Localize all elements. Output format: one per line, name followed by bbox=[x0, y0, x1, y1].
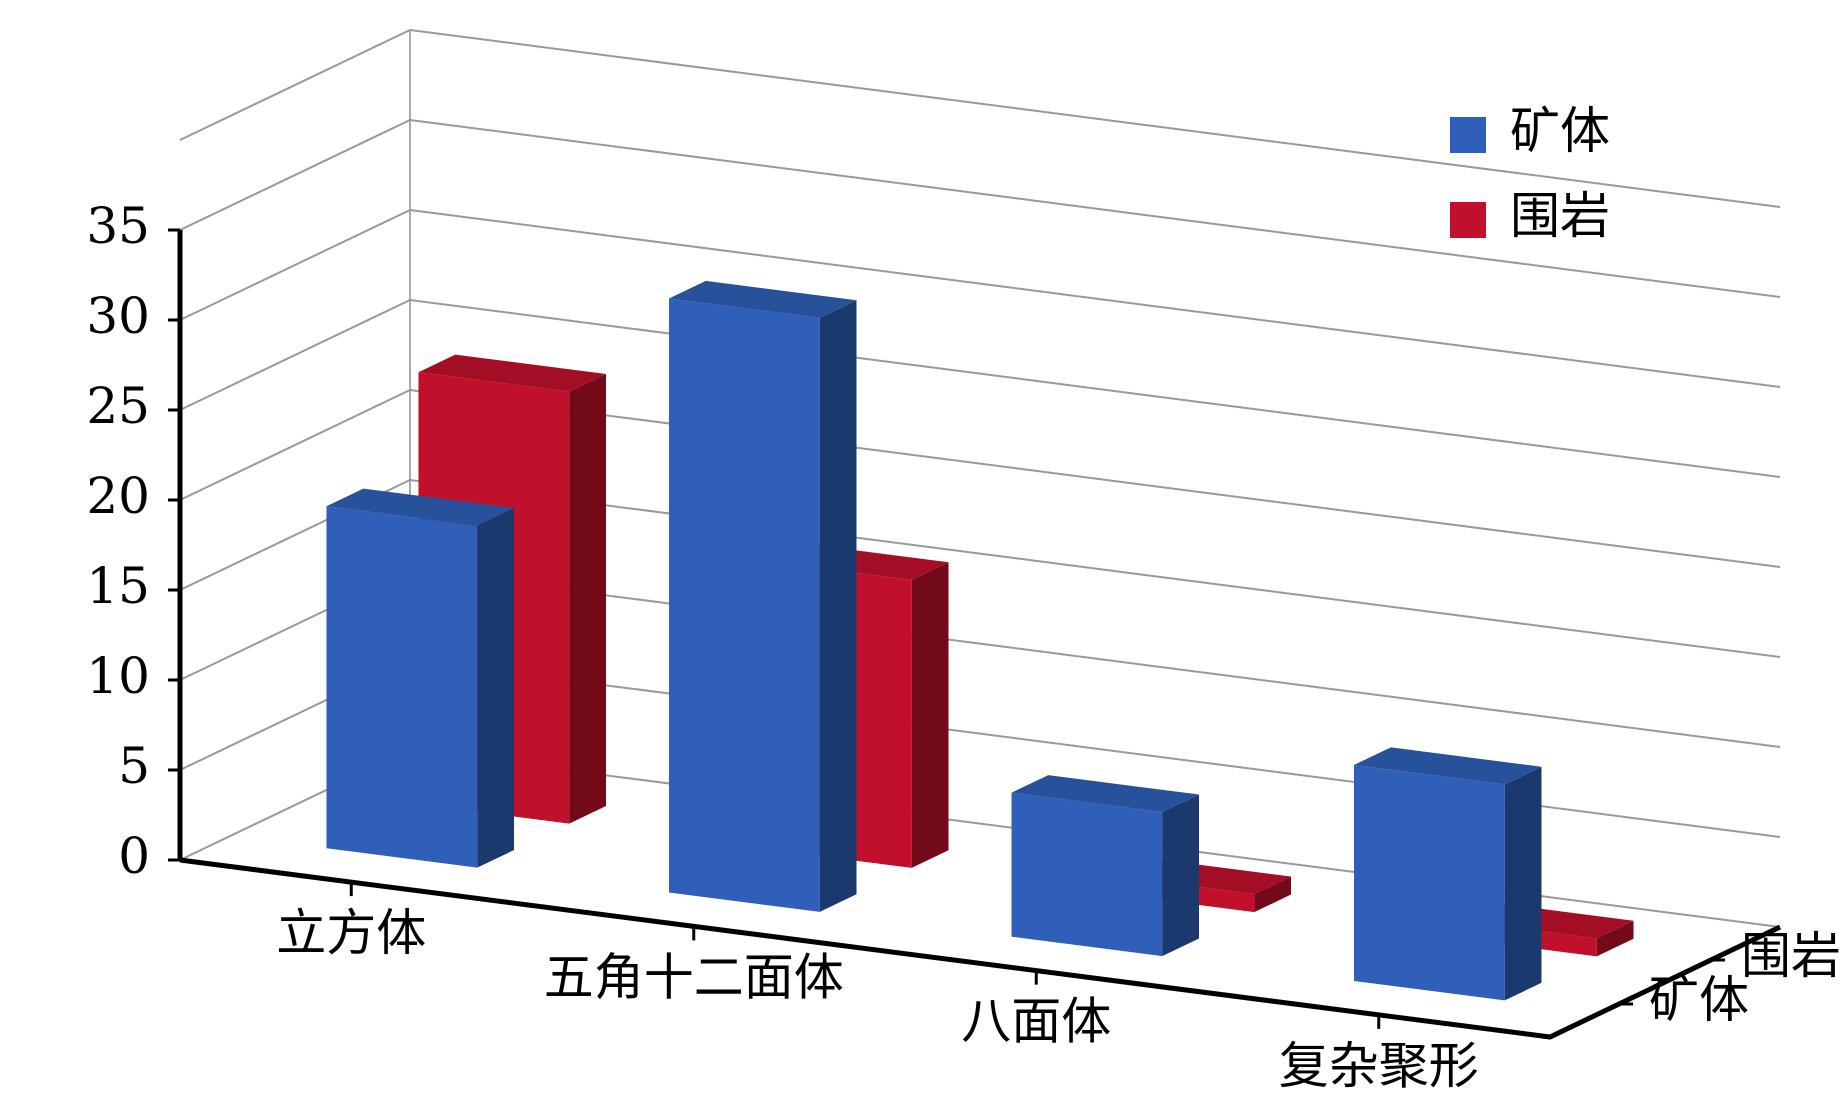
legend-label: 矿体 bbox=[1510, 102, 1610, 160]
bar-top bbox=[1354, 747, 1542, 785]
legend-label: 围岩 bbox=[1510, 187, 1610, 245]
bar-side bbox=[1596, 920, 1634, 957]
y-tick-label: 35 bbox=[86, 197, 150, 255]
bar bbox=[1011, 775, 1199, 957]
bar-side bbox=[569, 374, 606, 824]
grid-line bbox=[179, 298, 1781, 478]
x-tick-label: 立方体 bbox=[276, 904, 426, 962]
z-tick-label: 围岩 bbox=[1741, 927, 1841, 985]
bar-top bbox=[418, 354, 606, 392]
bar-side bbox=[477, 508, 514, 868]
x-tick-label: 五角十二面体 bbox=[544, 948, 844, 1006]
x-tick-label: 复杂聚形 bbox=[1279, 1037, 1479, 1095]
z-tick-label: 矿体 bbox=[1649, 971, 1749, 1029]
floor-edge bbox=[179, 857, 1782, 1040]
y-tick-label: 20 bbox=[86, 467, 150, 525]
bar-front bbox=[1011, 792, 1163, 957]
grid-line bbox=[179, 478, 1781, 658]
grid-line bbox=[179, 208, 1781, 388]
bar-top bbox=[326, 488, 514, 526]
bar-front bbox=[1354, 764, 1505, 1001]
bar-side bbox=[1162, 794, 1199, 957]
bar-front bbox=[326, 506, 478, 868]
grid-line bbox=[179, 388, 1781, 568]
bar bbox=[1354, 747, 1542, 1001]
y-tick-label: 5 bbox=[118, 737, 150, 795]
legend-swatch bbox=[1450, 117, 1486, 153]
wall-top bbox=[179, 28, 1781, 208]
bar-top bbox=[669, 280, 857, 318]
bar-side bbox=[911, 562, 949, 868]
legend-swatch bbox=[1450, 202, 1486, 238]
bar bbox=[326, 488, 514, 868]
bar bbox=[669, 280, 857, 912]
y-tick-label: 30 bbox=[86, 287, 150, 345]
x-tick-label: 八面体 bbox=[961, 993, 1111, 1051]
bar-top bbox=[1011, 775, 1199, 813]
bar-side bbox=[1504, 766, 1542, 1001]
grid-line bbox=[179, 118, 1781, 298]
bar-front bbox=[669, 298, 820, 912]
y-tick-label: 0 bbox=[118, 827, 150, 885]
bar-side bbox=[1254, 876, 1291, 913]
bar-side bbox=[819, 300, 857, 912]
y-tick-label: 15 bbox=[86, 557, 150, 615]
y-tick-label: 10 bbox=[86, 647, 150, 705]
y-tick-label: 25 bbox=[86, 377, 150, 435]
